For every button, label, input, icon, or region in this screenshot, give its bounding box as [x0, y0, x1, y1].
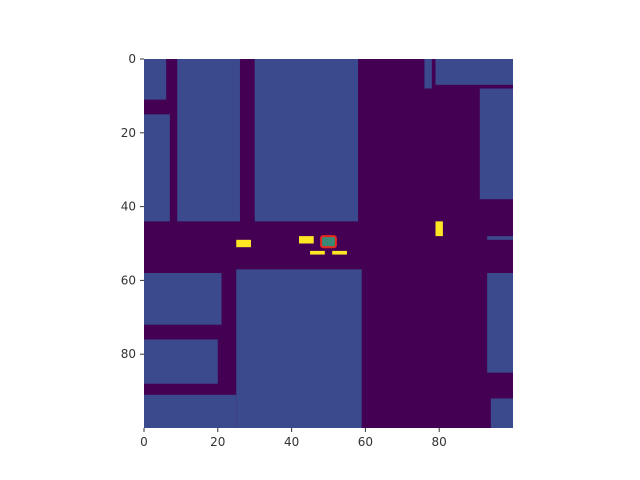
block-top-mid-left: [177, 59, 240, 222]
block-bottom-left-c: [144, 394, 237, 428]
ego-vehicle: [320, 235, 337, 249]
x-tick-label: 40: [284, 435, 299, 449]
x-tick-label: 20: [210, 435, 225, 449]
y-tick-label: 20: [121, 126, 136, 140]
vehicle-layer: [236, 221, 443, 255]
y-tick-label: 60: [121, 273, 136, 287]
block-layer: [144, 59, 513, 428]
block-top-left-b: [144, 114, 170, 222]
vehicle-4: [332, 250, 347, 255]
x-axis: 0 20 40 60 80: [140, 428, 447, 449]
vehicle-1: [236, 239, 252, 248]
block-bottom-left-a: [144, 273, 222, 325]
y-tick-label: 80: [121, 347, 136, 361]
block-top-right-b: [479, 88, 513, 200]
block-bottom-left-b: [144, 339, 218, 384]
vehicle-5: [435, 221, 443, 237]
block-top-center: [254, 59, 359, 222]
vehicle-3: [310, 250, 325, 255]
block-bottom-right-a: [487, 273, 513, 373]
x-tick-label: 80: [432, 435, 447, 449]
block-top-right-a: [435, 59, 513, 85]
x-tick-label: 0: [140, 435, 148, 449]
block-top-left-a: [144, 59, 167, 100]
y-tick-label: 40: [121, 200, 136, 214]
y-axis: 0 20 40 60 80: [121, 52, 144, 361]
block-mid-right: [487, 236, 513, 240]
vehicle-2: [298, 236, 314, 244]
y-tick-label: 0: [128, 52, 136, 66]
block-bottom-right-b: [490, 398, 513, 428]
block-top-right-strip: [424, 59, 432, 89]
x-tick-label: 60: [358, 435, 373, 449]
block-bottom-center: [236, 269, 362, 428]
